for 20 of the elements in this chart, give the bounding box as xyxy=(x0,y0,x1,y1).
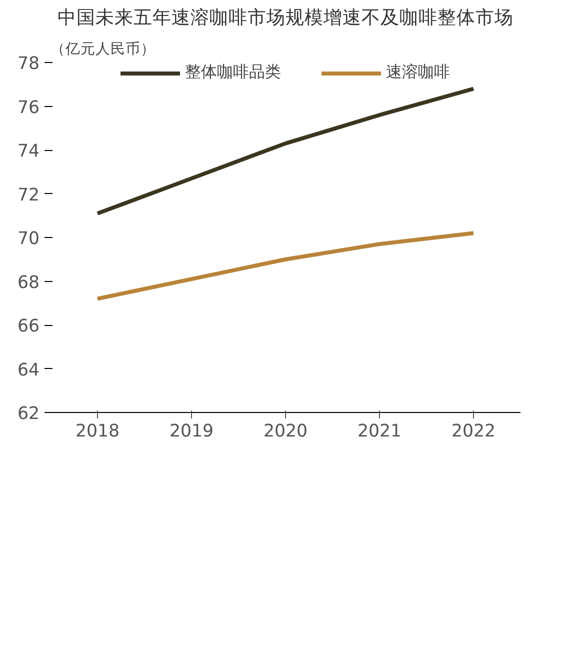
y-tick-label: 74 xyxy=(17,142,40,162)
x-tick-label: 2018 xyxy=(75,422,120,442)
y-tick-label: 72 xyxy=(17,185,40,206)
y-tick-label: 70 xyxy=(17,229,40,249)
y-tick-label: 68 xyxy=(17,272,40,293)
y-tick-label: 66 xyxy=(17,316,40,336)
y-tick-label: 76 xyxy=(17,98,40,118)
chart-title: 中国未来五年速溶咖啡市场规模增速不及咖啡整体市场 xyxy=(58,6,514,28)
line-series xyxy=(96,231,476,301)
y-axis-title: （亿元人民币） xyxy=(50,40,156,58)
x-tick-label: 2022 xyxy=(451,422,496,442)
y-tick-label: 64 xyxy=(17,360,40,380)
x-tick-label: 2019 xyxy=(169,422,214,442)
line-series xyxy=(96,86,476,216)
legend-label: 整体咖啡品类 xyxy=(185,62,281,83)
x-tick-label: 2021 xyxy=(357,422,402,442)
y-tick-label: 78 xyxy=(17,54,40,74)
legend-label: 速溶咖啡 xyxy=(386,62,450,83)
y-tick-label: 62 xyxy=(17,404,40,424)
x-tick-label: 2020 xyxy=(263,422,308,442)
